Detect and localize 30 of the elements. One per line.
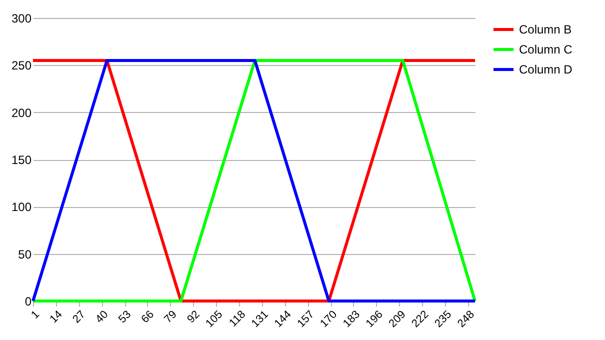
y-tick-label: 200	[11, 106, 32, 120]
y-tick-label: 100	[11, 200, 32, 214]
legend-label: Column B	[519, 22, 572, 36]
y-tick-label: 300	[11, 12, 32, 26]
x-tick-label: 1	[29, 308, 42, 322]
x-tick-label: 14	[48, 308, 65, 326]
x-tick-label: 209	[386, 308, 408, 330]
legend-label: Column D	[519, 62, 573, 76]
x-tick-label: 105	[204, 308, 226, 330]
legend-label: Column C	[519, 42, 573, 56]
x-tick-label: 170	[318, 308, 340, 330]
x-tick-label: 79	[162, 308, 180, 326]
x-tick-label: 66	[139, 308, 156, 326]
x-tick-label: 248	[455, 308, 477, 330]
x-tick-label: 40	[94, 308, 111, 326]
x-tick-label: 92	[185, 308, 202, 326]
x-tick-label: 131	[249, 308, 271, 330]
x-tick-label: 157	[295, 308, 317, 330]
x-tick-label: 53	[116, 308, 134, 326]
x-tick-label: 118	[227, 308, 248, 330]
x-tick-label: 196	[364, 308, 386, 330]
x-tick-label: 27	[70, 308, 88, 326]
x-tick-label: 144	[272, 308, 294, 330]
y-tick-label: 0	[24, 294, 32, 308]
y-tick-label: 250	[11, 58, 32, 73]
x-tick-label: 183	[341, 308, 362, 330]
y-tick-label: 50	[18, 247, 32, 262]
y-tick-label: 150	[11, 153, 32, 167]
x-tick-label: 235	[432, 308, 454, 330]
x-tick-label: 222	[410, 308, 432, 330]
